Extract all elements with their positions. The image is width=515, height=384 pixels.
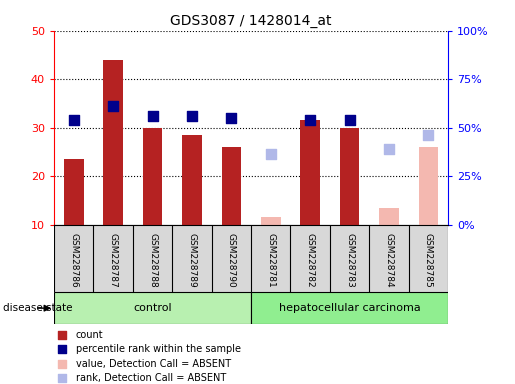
Point <box>424 132 433 138</box>
Bar <box>182 135 202 225</box>
Text: disease state: disease state <box>3 303 72 313</box>
Text: control: control <box>133 303 172 313</box>
Bar <box>143 127 162 225</box>
Title: GDS3087 / 1428014_at: GDS3087 / 1428014_at <box>170 14 332 28</box>
Bar <box>419 147 438 225</box>
Text: GSM228788: GSM228788 <box>148 233 157 288</box>
Text: GSM228783: GSM228783 <box>345 233 354 288</box>
Point <box>148 113 157 119</box>
Text: percentile rank within the sample: percentile rank within the sample <box>76 344 241 354</box>
Point <box>58 346 66 353</box>
Point <box>385 146 393 152</box>
Point <box>109 103 117 109</box>
Text: GSM228781: GSM228781 <box>266 233 275 288</box>
Text: value, Detection Call = ABSENT: value, Detection Call = ABSENT <box>76 359 231 369</box>
Bar <box>261 217 281 225</box>
Text: count: count <box>76 330 104 340</box>
Bar <box>379 208 399 225</box>
Point <box>267 151 275 157</box>
Bar <box>104 60 123 225</box>
Text: GSM228786: GSM228786 <box>70 233 78 288</box>
Text: GSM228790: GSM228790 <box>227 233 236 288</box>
Text: GSM228787: GSM228787 <box>109 233 117 288</box>
Text: hepatocellular carcinoma: hepatocellular carcinoma <box>279 303 420 313</box>
Text: GSM228782: GSM228782 <box>306 233 315 287</box>
Point <box>227 115 235 121</box>
Point <box>58 332 66 338</box>
Bar <box>54 292 251 324</box>
Bar <box>221 147 241 225</box>
Point <box>346 118 354 124</box>
Point <box>188 113 196 119</box>
Point <box>70 118 78 124</box>
Bar <box>300 121 320 225</box>
Point <box>58 375 66 381</box>
Text: GSM228785: GSM228785 <box>424 233 433 288</box>
Text: GSM228784: GSM228784 <box>385 233 393 287</box>
Text: rank, Detection Call = ABSENT: rank, Detection Call = ABSENT <box>76 373 226 383</box>
Text: GSM228789: GSM228789 <box>187 233 196 288</box>
Bar <box>64 159 83 225</box>
Point <box>58 361 66 367</box>
Point <box>306 118 314 124</box>
Bar <box>340 127 359 225</box>
Bar <box>251 292 448 324</box>
